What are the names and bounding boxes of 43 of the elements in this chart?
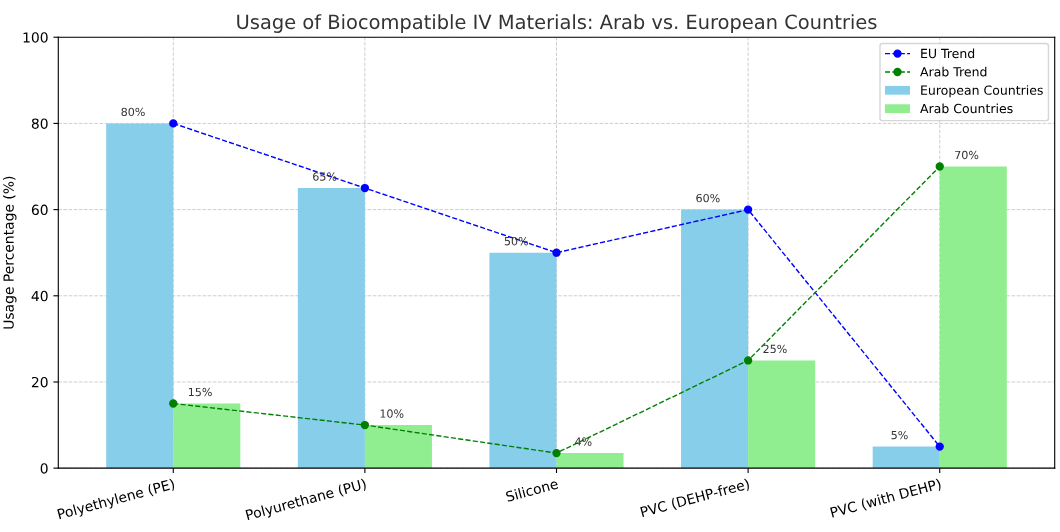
x-tick-label: PVC (with DEHP) [829,478,942,520]
y-tick-label: 20 [31,376,48,388]
legend-label: Arab Trend [920,66,987,77]
bar [556,453,624,469]
legend-label: Arab Countries [920,103,1013,114]
data-label: 50% [504,236,528,246]
data-label: 5% [891,430,908,440]
data-label: 10% [380,409,404,418]
data-label: 4% [575,437,592,446]
bar [297,188,365,469]
data-label: 25% [763,344,787,354]
x-tick-label: Silicone [505,478,559,502]
y-tick-label: 80 [31,118,48,129]
point [169,399,178,408]
point [743,205,753,214]
bar [939,166,1007,469]
point [552,248,561,257]
y-axis-title: Usage Percentage (%) [3,176,17,329]
point [360,420,370,430]
bar [173,403,241,469]
data-label: 70% [955,150,979,160]
bar [872,446,940,469]
data-label: 60% [696,193,720,203]
bar [364,425,432,469]
point [935,442,944,451]
legend-label: EU Trend [921,48,975,59]
y-tick-label: 60 [31,204,48,216]
y-tick-label: 0 [40,463,48,474]
data-label: 15% [188,387,212,397]
y-tick-label: 100 [23,32,48,43]
bar [681,209,749,469]
chart-title: Usage of Biocompatible IV Materials: Arab vs. European Countries [237,14,877,33]
y-tick-label: 40 [31,290,48,302]
point [360,183,370,193]
point [743,356,753,365]
point [169,119,178,128]
bar [106,123,174,469]
legend-label: European Countries [921,85,1043,98]
point [552,448,561,458]
bar [748,360,816,469]
point [935,162,944,171]
bar [489,252,557,469]
data-label: 80% [121,107,145,117]
